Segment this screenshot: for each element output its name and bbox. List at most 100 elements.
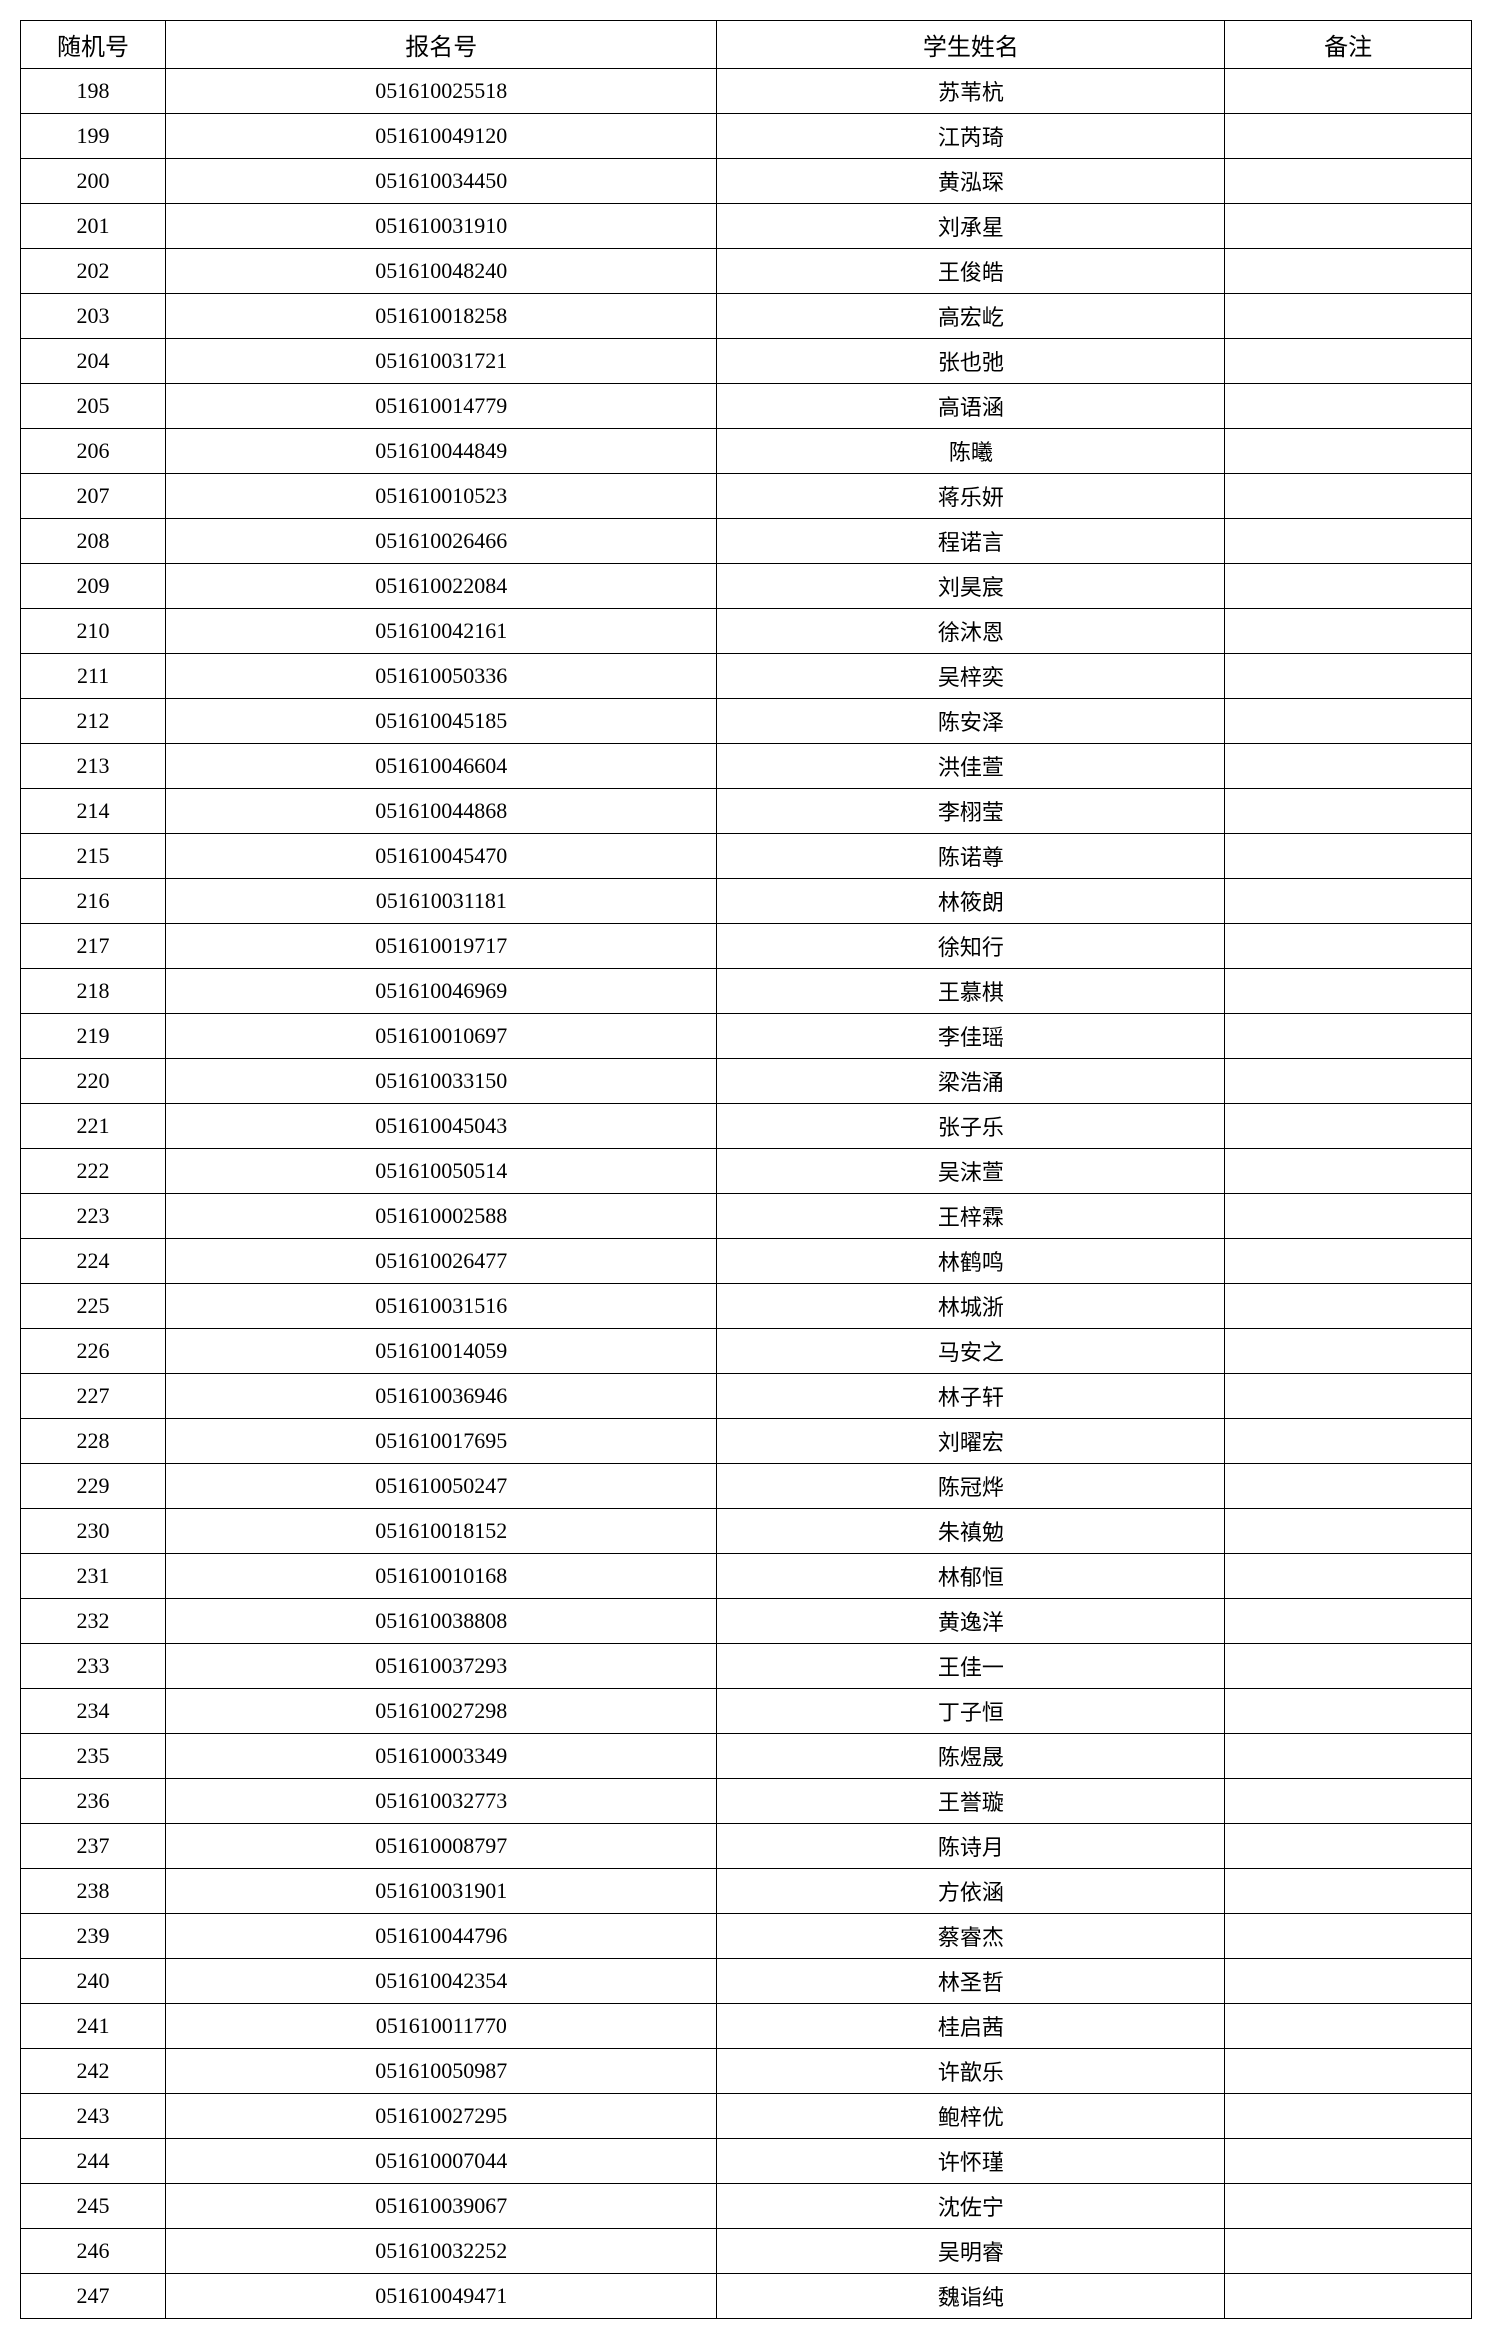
cell-note: [1225, 879, 1472, 924]
table-row: 234051610027298丁子恒: [21, 1689, 1472, 1734]
cell-note: [1225, 2094, 1472, 2139]
cell-random: 242: [21, 2049, 166, 2094]
header-random: 随机号: [21, 21, 166, 69]
cell-note: [1225, 429, 1472, 474]
table-row: 213051610046604洪佳萱: [21, 744, 1472, 789]
cell-regnum: 051610014779: [166, 384, 717, 429]
cell-regnum: 051610042354: [166, 1959, 717, 2004]
cell-name: 吴沫萱: [717, 1149, 1225, 1194]
table-row: 238051610031901方依涵: [21, 1869, 1472, 1914]
cell-random: 238: [21, 1869, 166, 1914]
cell-note: [1225, 1149, 1472, 1194]
cell-note: [1225, 519, 1472, 564]
table-row: 245051610039067沈佐宁: [21, 2184, 1472, 2229]
cell-random: 206: [21, 429, 166, 474]
table-row: 201051610031910刘承星: [21, 204, 1472, 249]
cell-name: 刘曜宏: [717, 1419, 1225, 1464]
cell-regnum: 051610014059: [166, 1329, 717, 1374]
cell-regnum: 051610010697: [166, 1014, 717, 1059]
cell-name: 梁浩涌: [717, 1059, 1225, 1104]
cell-name: 江芮琦: [717, 114, 1225, 159]
table-row: 239051610044796蔡睿杰: [21, 1914, 1472, 1959]
cell-note: [1225, 1374, 1472, 1419]
cell-regnum: 051610038808: [166, 1599, 717, 1644]
cell-note: [1225, 384, 1472, 429]
table-row: 233051610037293王佳一: [21, 1644, 1472, 1689]
cell-regnum: 051610044796: [166, 1914, 717, 1959]
table-row: 232051610038808黄逸洋: [21, 1599, 1472, 1644]
table-row: 206051610044849陈曦: [21, 429, 1472, 474]
cell-random: 232: [21, 1599, 166, 1644]
cell-random: 230: [21, 1509, 166, 1554]
table-row: 217051610019717徐知行: [21, 924, 1472, 969]
cell-name: 陈曦: [717, 429, 1225, 474]
cell-random: 244: [21, 2139, 166, 2184]
cell-random: 217: [21, 924, 166, 969]
cell-name: 林鹤鸣: [717, 1239, 1225, 1284]
cell-regnum: 051610045470: [166, 834, 717, 879]
table-row: 222051610050514吴沫萱: [21, 1149, 1472, 1194]
cell-random: 205: [21, 384, 166, 429]
cell-regnum: 051610031721: [166, 339, 717, 384]
cell-regnum: 051610049120: [166, 114, 717, 159]
cell-random: 240: [21, 1959, 166, 2004]
cell-random: 202: [21, 249, 166, 294]
table-row: 198051610025518苏苇杭: [21, 69, 1472, 114]
cell-regnum: 051610008797: [166, 1824, 717, 1869]
cell-note: [1225, 1734, 1472, 1779]
cell-note: [1225, 654, 1472, 699]
table-row: 215051610045470陈诺尊: [21, 834, 1472, 879]
table-row: 223051610002588王梓霖: [21, 1194, 1472, 1239]
cell-note: [1225, 249, 1472, 294]
cell-random: 209: [21, 564, 166, 609]
table-body: 198051610025518苏苇杭199051610049120江芮琦2000…: [21, 69, 1472, 2319]
cell-random: 223: [21, 1194, 166, 1239]
table-row: 241051610011770桂启茜: [21, 2004, 1472, 2049]
cell-random: 247: [21, 2274, 166, 2319]
cell-regnum: 051610022084: [166, 564, 717, 609]
cell-random: 225: [21, 1284, 166, 1329]
cell-note: [1225, 1554, 1472, 1599]
cell-name: 朱禛勉: [717, 1509, 1225, 1554]
cell-random: 222: [21, 1149, 166, 1194]
table-row: 211051610050336吴梓奕: [21, 654, 1472, 699]
cell-name: 陈冠烨: [717, 1464, 1225, 1509]
cell-note: [1225, 1689, 1472, 1734]
cell-name: 蒋乐妍: [717, 474, 1225, 519]
cell-regnum: 051610031910: [166, 204, 717, 249]
table-row: 218051610046969王慕棋: [21, 969, 1472, 1014]
table-row: 210051610042161徐沐恩: [21, 609, 1472, 654]
cell-random: 220: [21, 1059, 166, 1104]
cell-random: 228: [21, 1419, 166, 1464]
table-row: 231051610010168林郁恒: [21, 1554, 1472, 1599]
cell-note: [1225, 1059, 1472, 1104]
cell-random: 231: [21, 1554, 166, 1599]
cell-regnum: 051610050336: [166, 654, 717, 699]
cell-regnum: 051610018258: [166, 294, 717, 339]
cell-random: 212: [21, 699, 166, 744]
table-header-row: 随机号 报名号 学生姓名 备注: [21, 21, 1472, 69]
table-row: 229051610050247陈冠烨: [21, 1464, 1472, 1509]
cell-name: 桂启茜: [717, 2004, 1225, 2049]
cell-name: 吴明睿: [717, 2229, 1225, 2274]
cell-note: [1225, 1779, 1472, 1824]
cell-regnum: 051610037293: [166, 1644, 717, 1689]
table-row: 227051610036946林子轩: [21, 1374, 1472, 1419]
cell-note: [1225, 969, 1472, 1014]
cell-regnum: 051610019717: [166, 924, 717, 969]
cell-name: 程诺言: [717, 519, 1225, 564]
cell-name: 许怀瑾: [717, 2139, 1225, 2184]
cell-note: [1225, 1014, 1472, 1059]
cell-note: [1225, 294, 1472, 339]
cell-name: 马安之: [717, 1329, 1225, 1374]
cell-name: 黄泓琛: [717, 159, 1225, 204]
cell-name: 魏诣纯: [717, 2274, 1225, 2319]
cell-regnum: 051610010523: [166, 474, 717, 519]
cell-name: 苏苇杭: [717, 69, 1225, 114]
cell-regnum: 051610050987: [166, 2049, 717, 2094]
cell-note: [1225, 1644, 1472, 1689]
cell-name: 高语涵: [717, 384, 1225, 429]
cell-random: 198: [21, 69, 166, 114]
cell-name: 王誉璇: [717, 1779, 1225, 1824]
cell-regnum: 051610007044: [166, 2139, 717, 2184]
